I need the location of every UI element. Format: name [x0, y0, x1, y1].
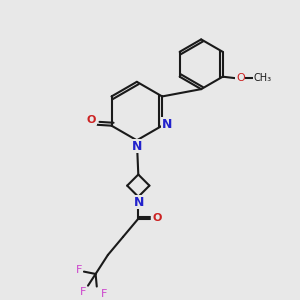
- Text: F: F: [76, 266, 82, 275]
- Text: F: F: [101, 289, 108, 298]
- Text: CH₃: CH₃: [254, 73, 272, 83]
- Text: N: N: [134, 196, 144, 208]
- Text: O: O: [236, 73, 244, 83]
- Text: O: O: [87, 115, 96, 125]
- Text: N: N: [132, 140, 142, 153]
- Text: N: N: [162, 118, 172, 131]
- Text: O: O: [152, 213, 161, 223]
- Text: F: F: [80, 287, 86, 297]
